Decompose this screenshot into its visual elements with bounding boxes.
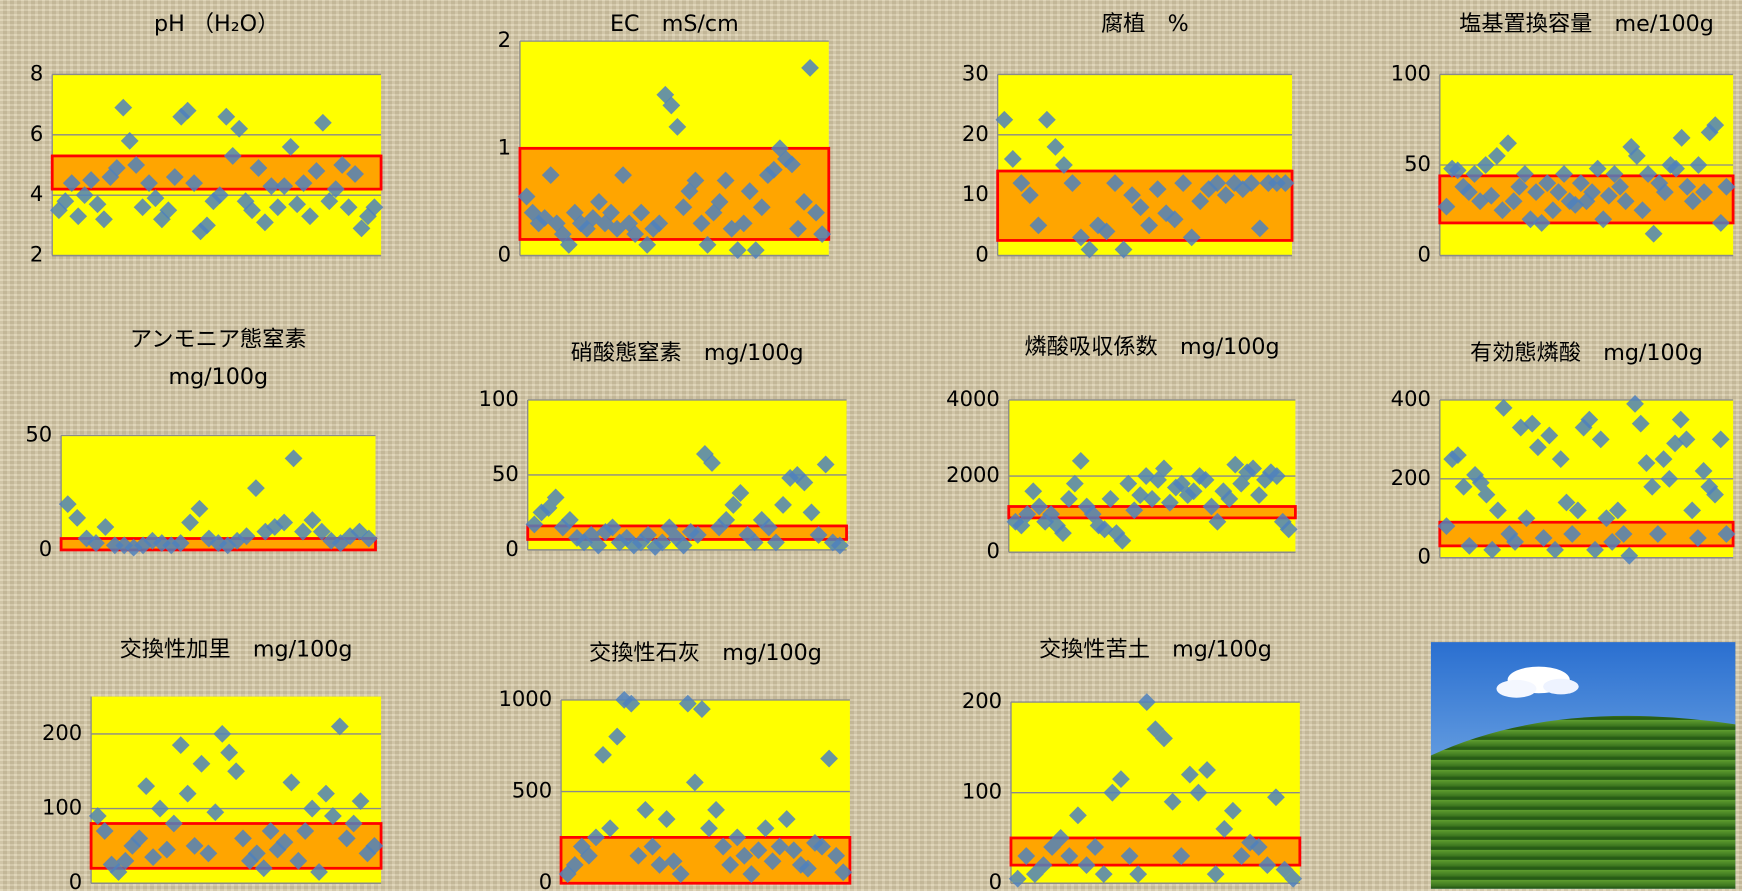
chart: 0 50 100 塩基置換容量 me/100g bbox=[1391, 11, 1736, 267]
y-tick-label: 50 bbox=[25, 422, 52, 447]
chart-title: 有効態燐酸 mg/100g bbox=[1470, 340, 1703, 366]
page: 2 4 6 8 pH （H₂O） 0 1 2 EC mS/cm 0 10 20 30 腐植 % 0 50 100… bbox=[0, 0, 1742, 891]
y-tick-label: 2 bbox=[498, 27, 511, 52]
target-range bbox=[1440, 522, 1733, 546]
chart: 2 4 6 8 pH （H₂O） bbox=[30, 11, 383, 267]
y-tick-label: 400 bbox=[1391, 386, 1431, 411]
y-tick-label: 0 bbox=[986, 538, 999, 563]
y-tick-label: 50 bbox=[492, 461, 519, 486]
chart-title: 交換性石灰 mg/100g bbox=[589, 640, 822, 666]
y-tick-label: 2000 bbox=[946, 462, 1000, 487]
y-tick-label: 1 bbox=[498, 134, 511, 159]
y-tick-label: 0 bbox=[1418, 544, 1431, 569]
y-tick-label: 100 bbox=[479, 386, 519, 411]
y-tick-label: 0 bbox=[498, 242, 511, 267]
y-tick-label: 200 bbox=[1391, 465, 1431, 490]
y-tick-label: 0 bbox=[69, 869, 82, 891]
y-tick-label: 100 bbox=[962, 779, 1002, 804]
target-range bbox=[561, 837, 850, 883]
y-tick-label: 4 bbox=[30, 181, 43, 206]
y-tick-label: 1000 bbox=[498, 686, 552, 711]
y-tick-label: 30 bbox=[962, 60, 989, 85]
y-tick-label: 4000 bbox=[946, 386, 1000, 411]
y-tick-label: 100 bbox=[1391, 60, 1431, 85]
chart: 0 500 1000 交換性石灰 mg/100g bbox=[498, 640, 852, 891]
chart: 0 200 400 有効態燐酸 mg/100g bbox=[1391, 340, 1736, 569]
chart-subtitle: mg/100g bbox=[168, 364, 268, 390]
chart-title: 硝酸態窒素 mg/100g bbox=[571, 340, 804, 366]
y-tick-label: 500 bbox=[512, 778, 552, 803]
chart-title: pH （H₂O） bbox=[154, 11, 279, 37]
chart-title: 塩基置換容量 me/100g bbox=[1459, 11, 1714, 37]
chart: 0 100 200 交換性加里 mg/100g bbox=[42, 636, 383, 891]
y-tick-label: 200 bbox=[962, 688, 1002, 713]
y-tick-label: 0 bbox=[989, 869, 1002, 891]
chart: 0 1 2 EC mS/cm bbox=[498, 11, 831, 267]
chart: 0 50 100 硝酸態窒素 mg/100g bbox=[479, 340, 849, 561]
photo bbox=[1431, 642, 1735, 889]
y-tick-label: 2 bbox=[30, 242, 43, 267]
chart-title: アンモニア態窒素 bbox=[130, 326, 307, 352]
y-tick-label: 50 bbox=[1404, 151, 1431, 176]
chart: 0 2000 4000 燐酸吸収係数 mg/100g bbox=[946, 334, 1297, 563]
y-tick-label: 20 bbox=[962, 121, 989, 146]
chart-title: 交換性苦土 mg/100g bbox=[1039, 636, 1272, 662]
chart-title: 交換性加里 mg/100g bbox=[120, 636, 353, 662]
y-tick-label: 0 bbox=[539, 869, 552, 891]
chart: 0 100 200 交換性苦土 mg/100g bbox=[962, 636, 1302, 891]
y-tick-label: 6 bbox=[30, 121, 43, 146]
y-tick-label: 10 bbox=[962, 181, 989, 206]
chart-title: EC mS/cm bbox=[610, 11, 739, 37]
y-tick-label: 8 bbox=[30, 60, 43, 85]
y-tick-label: 0 bbox=[975, 242, 988, 267]
target-range bbox=[52, 156, 381, 189]
dashboard: 2 4 6 8 pH （H₂O） 0 1 2 EC mS/cm 0 10 20 30 腐植 % 0 50 100… bbox=[0, 0, 1742, 891]
y-tick-label: 0 bbox=[39, 536, 52, 561]
y-tick-label: 100 bbox=[42, 795, 82, 820]
y-tick-label: 0 bbox=[1418, 242, 1431, 267]
chart-title: 腐植 % bbox=[1101, 11, 1189, 37]
chart: 0 50 アンモニア態窒素 mg/100g bbox=[25, 326, 377, 560]
chart-title: 燐酸吸収係数 mg/100g bbox=[1025, 334, 1280, 360]
y-tick-label: 200 bbox=[42, 720, 82, 745]
chart: 0 10 20 30 腐植 % bbox=[962, 11, 1294, 267]
y-tick-label: 0 bbox=[505, 536, 518, 561]
